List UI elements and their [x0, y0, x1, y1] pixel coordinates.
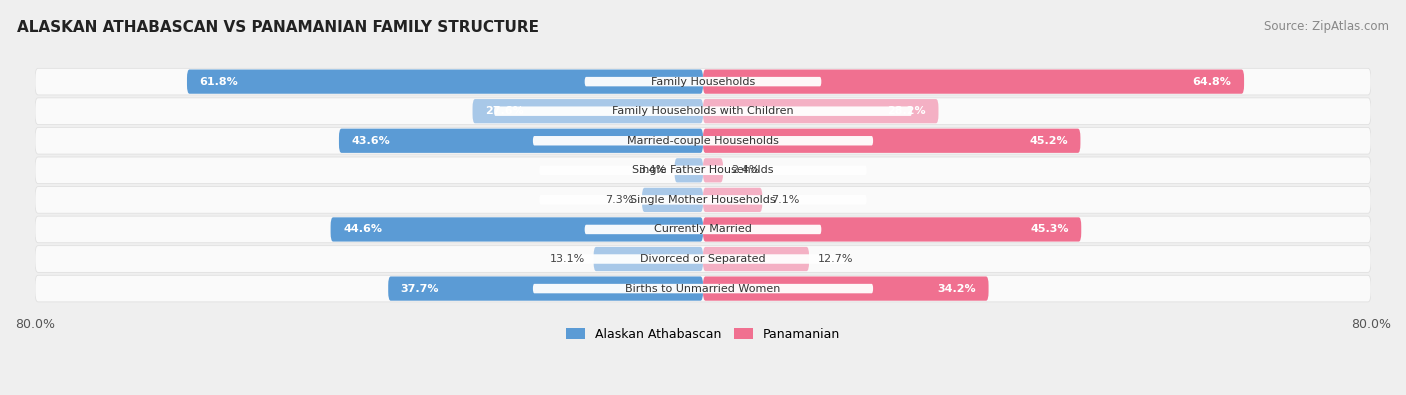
FancyBboxPatch shape — [703, 70, 1244, 94]
Text: 28.2%: 28.2% — [887, 106, 927, 116]
FancyBboxPatch shape — [540, 166, 866, 175]
Text: Births to Unmarried Women: Births to Unmarried Women — [626, 284, 780, 293]
FancyBboxPatch shape — [703, 188, 762, 212]
FancyBboxPatch shape — [703, 158, 723, 182]
Text: Family Households with Children: Family Households with Children — [612, 106, 794, 116]
FancyBboxPatch shape — [558, 254, 848, 264]
Text: 2.4%: 2.4% — [731, 166, 759, 175]
Text: 37.7%: 37.7% — [401, 284, 439, 293]
FancyBboxPatch shape — [533, 284, 873, 293]
FancyBboxPatch shape — [35, 216, 1371, 243]
FancyBboxPatch shape — [35, 98, 1371, 124]
FancyBboxPatch shape — [585, 77, 821, 87]
Text: 12.7%: 12.7% — [817, 254, 853, 264]
FancyBboxPatch shape — [703, 129, 1080, 153]
FancyBboxPatch shape — [703, 99, 938, 123]
Text: 27.6%: 27.6% — [485, 106, 524, 116]
Text: 44.6%: 44.6% — [343, 224, 382, 235]
FancyBboxPatch shape — [187, 70, 703, 94]
Text: Single Mother Households: Single Mother Households — [630, 195, 776, 205]
FancyBboxPatch shape — [35, 275, 1371, 302]
FancyBboxPatch shape — [339, 129, 703, 153]
FancyBboxPatch shape — [330, 217, 703, 242]
Text: 13.1%: 13.1% — [550, 254, 585, 264]
FancyBboxPatch shape — [35, 68, 1371, 95]
Text: 45.2%: 45.2% — [1029, 136, 1069, 146]
FancyBboxPatch shape — [585, 225, 821, 234]
FancyBboxPatch shape — [533, 136, 873, 145]
FancyBboxPatch shape — [35, 186, 1371, 213]
FancyBboxPatch shape — [675, 158, 703, 182]
FancyBboxPatch shape — [35, 157, 1371, 184]
FancyBboxPatch shape — [388, 276, 703, 301]
FancyBboxPatch shape — [593, 247, 703, 271]
Text: Currently Married: Currently Married — [654, 224, 752, 235]
FancyBboxPatch shape — [703, 276, 988, 301]
Text: 45.3%: 45.3% — [1031, 224, 1069, 235]
Text: 61.8%: 61.8% — [200, 77, 238, 87]
FancyBboxPatch shape — [494, 107, 912, 116]
FancyBboxPatch shape — [35, 246, 1371, 272]
FancyBboxPatch shape — [643, 188, 703, 212]
Legend: Alaskan Athabascan, Panamanian: Alaskan Athabascan, Panamanian — [561, 323, 845, 346]
FancyBboxPatch shape — [472, 99, 703, 123]
Text: 7.3%: 7.3% — [606, 195, 634, 205]
FancyBboxPatch shape — [540, 195, 866, 205]
Text: Single Father Households: Single Father Households — [633, 166, 773, 175]
Text: ALASKAN ATHABASCAN VS PANAMANIAN FAMILY STRUCTURE: ALASKAN ATHABASCAN VS PANAMANIAN FAMILY … — [17, 20, 538, 35]
Text: 34.2%: 34.2% — [938, 284, 976, 293]
Text: 3.4%: 3.4% — [638, 166, 666, 175]
Text: 7.1%: 7.1% — [770, 195, 799, 205]
FancyBboxPatch shape — [703, 247, 808, 271]
FancyBboxPatch shape — [35, 128, 1371, 154]
FancyBboxPatch shape — [703, 217, 1081, 242]
Text: Source: ZipAtlas.com: Source: ZipAtlas.com — [1264, 20, 1389, 33]
Text: Married-couple Households: Married-couple Households — [627, 136, 779, 146]
Text: Family Households: Family Households — [651, 77, 755, 87]
Text: 64.8%: 64.8% — [1192, 77, 1232, 87]
Text: Divorced or Separated: Divorced or Separated — [640, 254, 766, 264]
Text: 43.6%: 43.6% — [352, 136, 391, 146]
